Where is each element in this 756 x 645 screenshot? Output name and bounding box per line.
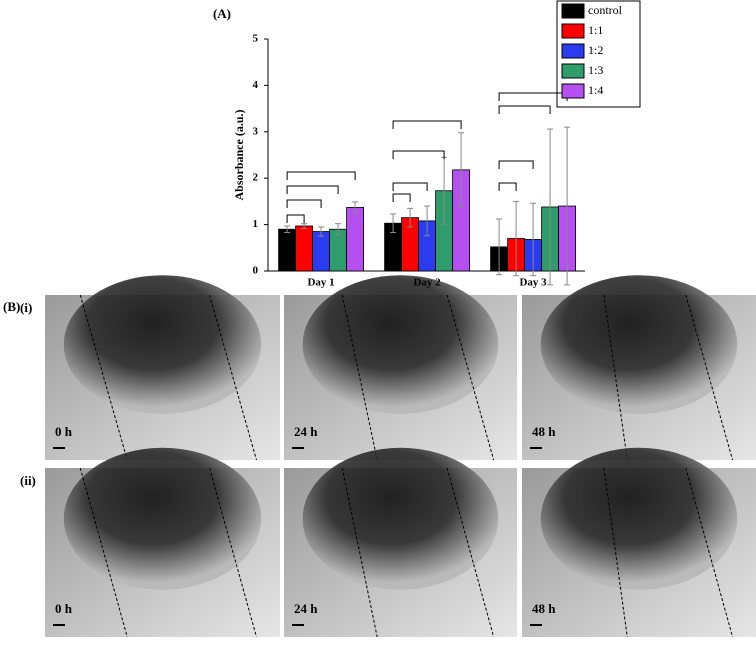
error-bar — [458, 132, 465, 208]
significance-bracket — [392, 182, 428, 191]
x-tick-label: Day 1 — [307, 277, 334, 289]
error-bar — [318, 226, 325, 237]
legend-swatch — [561, 23, 585, 39]
micrograph-shadow — [540, 275, 738, 414]
y-tick-label: 0 — [253, 265, 259, 277]
bar — [312, 231, 331, 272]
significance-bracket — [498, 105, 551, 114]
y-tick-label: 1 — [253, 218, 259, 230]
y-tick-label: 4 — [253, 79, 259, 91]
wound-edge — [79, 467, 128, 638]
micrograph-shadow — [63, 447, 262, 590]
panel-label: (B) — [3, 299, 20, 314]
legend-label: 1:4 — [588, 83, 603, 97]
time-label: 24 h — [294, 601, 318, 616]
legend-swatch — [561, 43, 585, 59]
chart-title: (A) — [213, 6, 231, 21]
y-tick-label: 3 — [253, 125, 259, 137]
error-bar — [407, 207, 414, 228]
micrograph-shadow — [302, 447, 499, 590]
significance-bracket — [498, 182, 517, 191]
significance-bracket — [286, 214, 305, 223]
legend-label: control — [588, 3, 623, 17]
micrographs — [45, 275, 756, 638]
error-bar — [530, 202, 537, 277]
error-bar — [564, 126, 571, 286]
y-tick-label: 5 — [253, 33, 259, 45]
legend-swatch — [561, 83, 585, 99]
time-label: 0 h — [55, 601, 73, 616]
y-tick-label: 2 — [253, 172, 259, 184]
wound-edge — [79, 294, 128, 461]
legend-label: 1:1 — [588, 23, 603, 37]
significance-bracket — [286, 199, 322, 208]
time-label: 48 h — [532, 601, 556, 616]
error-bar — [352, 201, 359, 214]
wound-edge — [209, 467, 257, 638]
legend-swatch — [561, 63, 585, 79]
wound-edge — [685, 467, 734, 638]
wound-edge — [446, 467, 495, 638]
significance-bracket — [498, 160, 534, 169]
error-bar — [513, 200, 520, 277]
bar — [295, 225, 314, 272]
micrograph-shadow — [302, 275, 499, 414]
time-label: 24 h — [294, 424, 318, 439]
bar — [278, 228, 297, 272]
error-bar — [496, 218, 503, 276]
row-label: (i) — [20, 300, 32, 315]
wound-edge — [341, 467, 378, 638]
bar — [346, 207, 365, 272]
x-tick-label: Day 3 — [519, 277, 547, 289]
time-label: 48 h — [532, 424, 556, 439]
wound-edge — [446, 294, 495, 461]
legend-label: 1:3 — [588, 63, 603, 77]
significance-bracket — [286, 185, 339, 194]
time-label: 0 h — [55, 424, 73, 439]
row-label: (ii) — [20, 473, 36, 488]
error-bar — [284, 225, 291, 233]
micrograph-shadow — [63, 275, 262, 414]
error-bar — [301, 223, 308, 229]
bar — [329, 228, 348, 272]
wound-edge — [341, 294, 378, 461]
wound-edge — [603, 294, 628, 461]
wound-edge — [603, 467, 628, 638]
legend-label: 1:2 — [588, 43, 603, 57]
wound-edge — [685, 294, 734, 461]
y-axis-label: Absorbance (a.u.) — [232, 109, 246, 200]
error-bar — [390, 213, 397, 233]
significance-bracket — [392, 120, 462, 129]
error-bar — [547, 128, 554, 286]
error-bar — [335, 223, 342, 236]
x-tick-label: Day 2 — [413, 277, 441, 289]
significance-bracket — [392, 193, 411, 202]
wound-edge — [209, 294, 257, 461]
micrograph-shadow — [540, 447, 738, 590]
error-bar — [424, 205, 431, 237]
legend-swatch — [561, 3, 585, 19]
significance-bracket — [392, 150, 445, 159]
significance-bracket — [286, 171, 356, 180]
